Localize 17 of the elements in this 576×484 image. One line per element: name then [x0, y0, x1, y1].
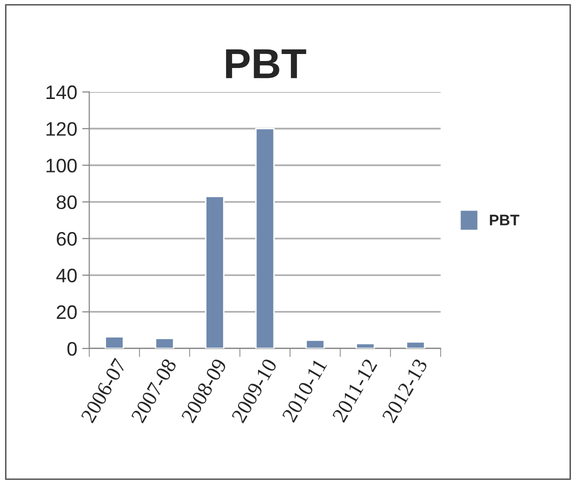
y-tick-label: 100: [46, 158, 77, 172]
y-tick-label: 140: [46, 85, 77, 100]
bar: [154, 338, 174, 348]
bar: [356, 342, 376, 348]
y-tick-label: 0: [67, 342, 77, 356]
legend-label: PBT: [490, 214, 520, 226]
y-tick-label: 60: [56, 232, 77, 246]
bar: [406, 341, 426, 348]
bar: [104, 336, 124, 348]
y-tick-label: 120: [46, 122, 77, 136]
y-tick-label: 80: [56, 195, 77, 210]
y-tick-label: 20: [56, 305, 77, 320]
bar: [205, 196, 224, 348]
bar: [255, 128, 275, 348]
bar: [305, 340, 325, 348]
y-tick-label: 40: [56, 268, 77, 282]
chart-title: PBT: [226, 49, 306, 78]
